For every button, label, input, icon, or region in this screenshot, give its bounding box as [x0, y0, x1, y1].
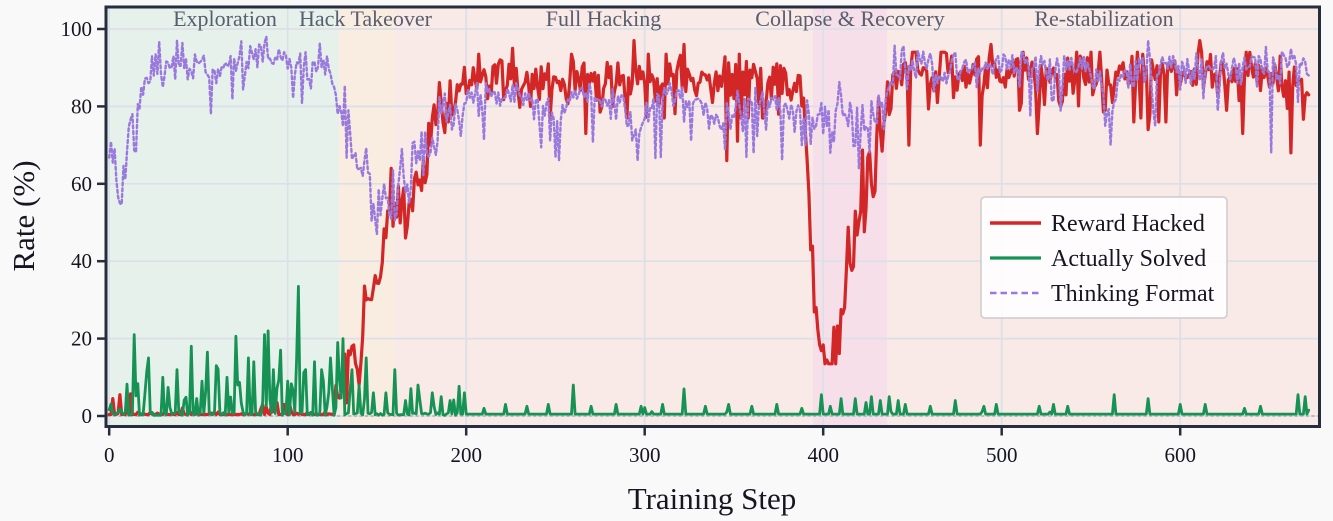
svg-text:Full Hacking: Full Hacking	[546, 6, 662, 31]
svg-text:0: 0	[82, 404, 93, 428]
svg-text:Thinking Format: Thinking Format	[1051, 281, 1215, 307]
svg-text:0: 0	[104, 443, 115, 467]
svg-text:Collapse & Recovery: Collapse & Recovery	[755, 6, 944, 31]
svg-text:Hack Takeover: Hack Takeover	[299, 6, 433, 31]
svg-text:20: 20	[71, 327, 92, 351]
svg-text:40: 40	[71, 249, 92, 273]
svg-text:Re-stabilization: Re-stabilization	[1034, 6, 1173, 31]
svg-text:100: 100	[61, 17, 93, 41]
svg-text:200: 200	[450, 443, 482, 467]
svg-text:Reward Hacked: Reward Hacked	[1051, 211, 1205, 237]
svg-text:600: 600	[1164, 443, 1196, 467]
svg-text:100: 100	[272, 443, 304, 467]
svg-text:60: 60	[71, 172, 92, 196]
svg-text:Training Step: Training Step	[628, 481, 797, 516]
svg-text:400: 400	[807, 443, 839, 467]
svg-text:300: 300	[629, 443, 661, 467]
svg-text:Rate (%): Rate (%)	[6, 160, 41, 271]
svg-text:Actually Solved: Actually Solved	[1051, 246, 1206, 272]
svg-text:80: 80	[71, 94, 92, 118]
svg-text:500: 500	[986, 443, 1018, 467]
svg-text:Exploration: Exploration	[173, 6, 277, 31]
